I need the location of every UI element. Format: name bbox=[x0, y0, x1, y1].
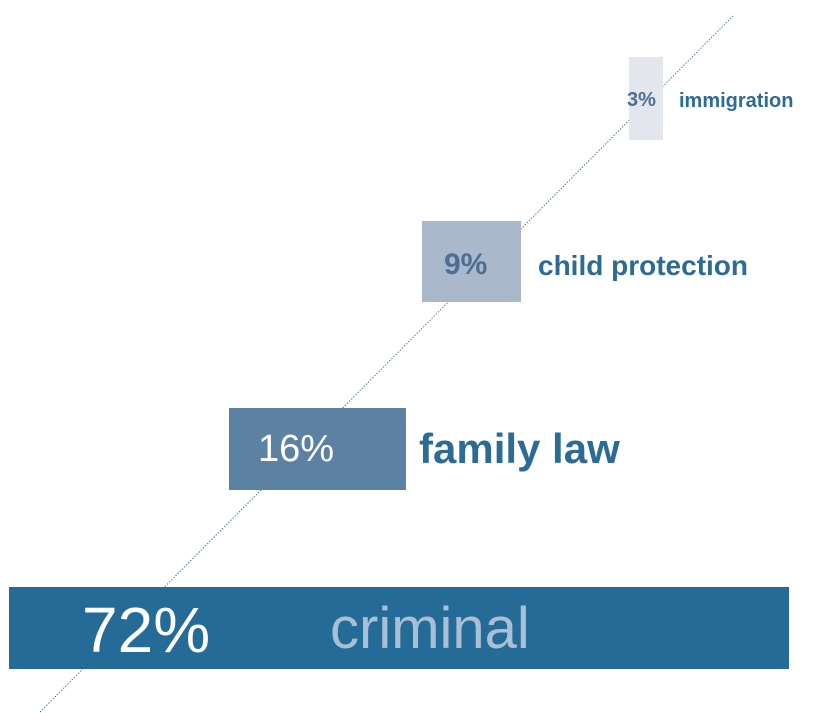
bar-criminal bbox=[9, 587, 789, 669]
value-label-child-protection: 9% bbox=[444, 248, 488, 281]
category-label-criminal: criminal bbox=[330, 596, 530, 661]
value-label-immigration: 3% bbox=[627, 89, 656, 111]
category-label-family-law: family law bbox=[419, 425, 620, 472]
bar-child-protection bbox=[422, 221, 521, 302]
category-label-child-protection: child protection bbox=[538, 250, 748, 281]
bar-family-law bbox=[229, 408, 406, 490]
value-label-criminal: 72% bbox=[82, 594, 211, 666]
bar-immigration bbox=[629, 57, 663, 140]
category-label-immigration: immigration bbox=[679, 90, 794, 112]
value-label-family-law: 16% bbox=[258, 428, 335, 470]
